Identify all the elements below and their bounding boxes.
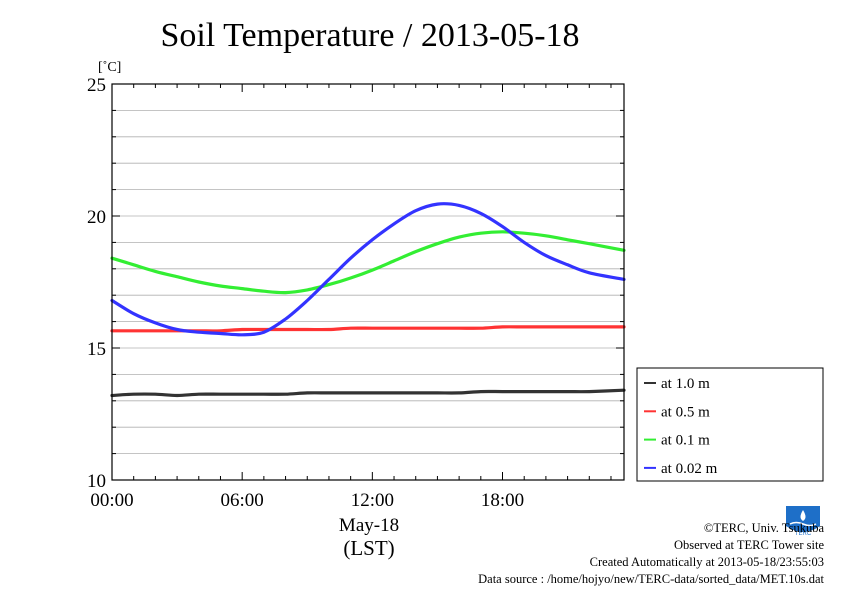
x-tick-label: 06:00 <box>221 490 264 511</box>
x-axis-date-label: May-18 <box>339 515 399 536</box>
y-tick-label: 20 <box>87 207 106 228</box>
y-tick-label: 25 <box>87 75 106 96</box>
legend-label-1: at 0.5 m <box>661 404 710 420</box>
series-line-2 <box>110 230 626 295</box>
series-line-0 <box>110 388 626 398</box>
gridlines <box>112 110 624 455</box>
x-tick-label: 12:00 <box>351 490 394 511</box>
series-lines <box>110 202 626 398</box>
footer-created: Created Automatically at 2013-05-18/23:5… <box>589 555 824 569</box>
chart-title: Soil Temperature / 2013-05-18 <box>160 17 579 54</box>
legend-box <box>636 367 824 482</box>
legend-label-3: at 0.02 m <box>661 461 718 477</box>
legend-label-0: at 1.0 m <box>661 376 710 392</box>
footer-copyright: ©TERC, Univ. Tsukuba <box>703 521 824 535</box>
footer-source: Data source : /home/hojyo/new/TERC-data/… <box>478 572 824 586</box>
legend-label-2: at 0.1 m <box>661 433 710 449</box>
x-tick-label: 18:00 <box>481 490 524 511</box>
x-tick-label: 00:00 <box>90 490 133 511</box>
footer-observed: Observed at TERC Tower site <box>673 538 824 552</box>
y-axis-unit: [˚C] <box>98 60 121 75</box>
plot-frame <box>111 83 625 481</box>
axis-ticks: 10 15 20 25 00:00 06:00 12:00 18:00 <box>87 75 624 511</box>
y-tick-label: 15 <box>87 339 106 360</box>
logo-text: TERC <box>795 531 812 537</box>
series-line-3 <box>110 202 626 337</box>
y-tick-label: 10 <box>87 471 106 492</box>
x-axis-unit-label: (LST) <box>343 536 394 560</box>
terc-logo-icon: TERC <box>784 504 822 538</box>
legend: at 1.0 m at 0.5 m at 0.1 m at 0.02 m <box>636 367 824 482</box>
